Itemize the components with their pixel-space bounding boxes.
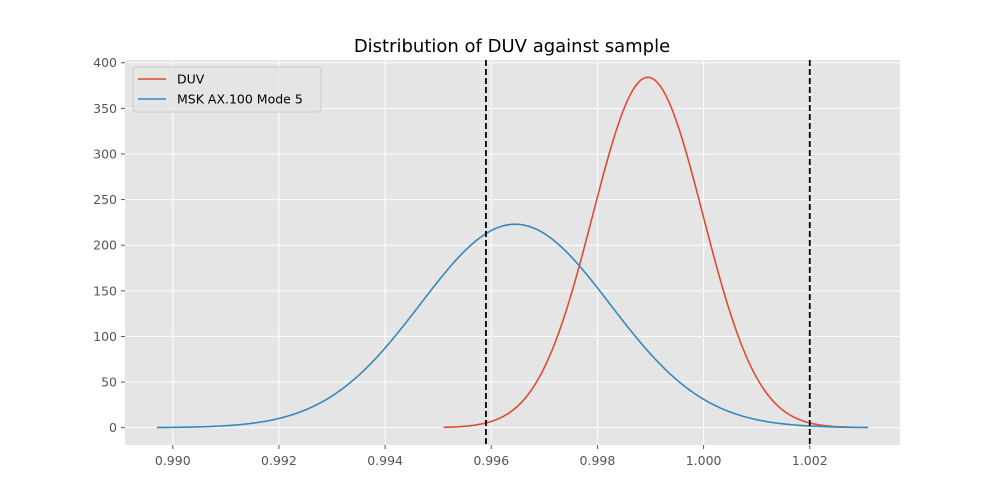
y-tick-label: 0 — [109, 420, 117, 435]
y-tick-label: 100 — [93, 329, 117, 344]
y-tick-label: 400 — [93, 55, 117, 70]
series-layer — [156, 76, 869, 429]
y-tick-label: 200 — [93, 238, 117, 253]
vline-layer — [485, 60, 811, 445]
x-tick-label: 0.990 — [155, 453, 191, 468]
x-tick-label: 0.992 — [261, 453, 297, 468]
legend-box — [132, 66, 322, 113]
y-tick-label: 350 — [93, 101, 117, 116]
y-tick-label: 250 — [93, 192, 117, 207]
series-line-duv — [443, 76, 853, 429]
grid — [125, 60, 900, 445]
legend-label: DUV — [177, 72, 205, 87]
legend-label: MSK AX.100 Mode 5 — [177, 92, 303, 107]
plot-area — [125, 60, 900, 445]
x-tick-label: 0.998 — [580, 453, 616, 468]
y-axis: 0 50 100 150 200 250 300 350 400 — [93, 55, 125, 435]
series-line-msk-ax100-mode5 — [156, 223, 869, 429]
x-tick-label: 0.996 — [473, 453, 509, 468]
y-tick-label: 300 — [93, 146, 117, 161]
y-tick-label: 150 — [93, 283, 117, 298]
chart-title: Distribution of DUV against sample — [354, 36, 670, 57]
y-tick-label: 50 — [101, 375, 117, 390]
x-tick-label: 0.994 — [367, 453, 403, 468]
x-tick-label: 1.000 — [686, 453, 722, 468]
x-axis: 0.990 0.992 0.994 0.996 0.998 1.000 1.002 — [155, 445, 828, 468]
x-tick-label: 1.002 — [792, 453, 828, 468]
legend: DUV MSK AX.100 Mode 5 — [132, 66, 322, 113]
